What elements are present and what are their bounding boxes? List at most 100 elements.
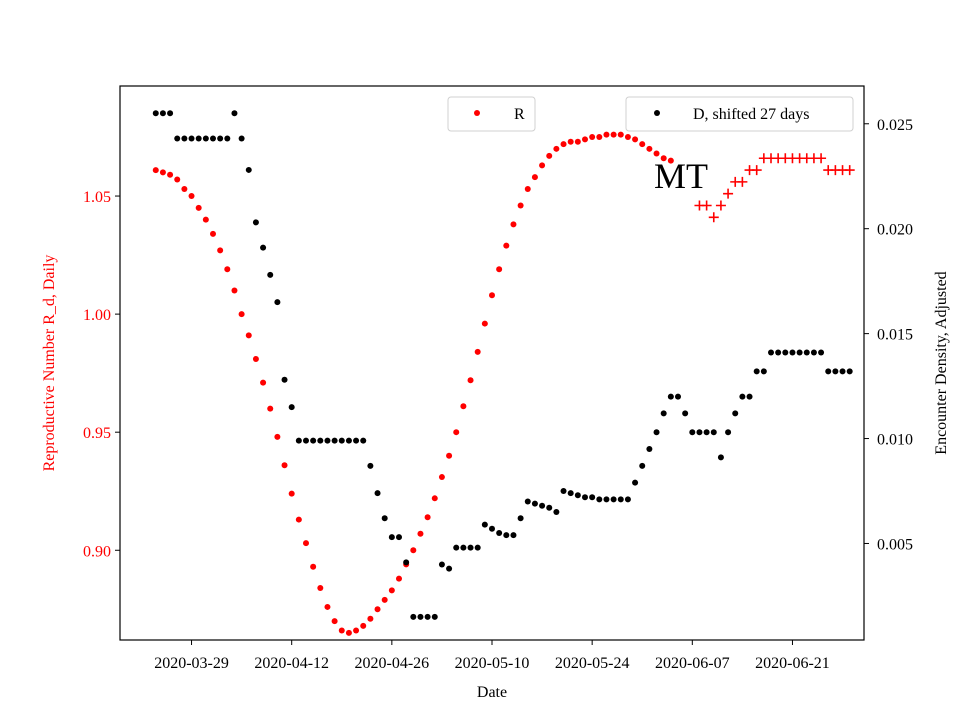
- x-tick-label: 2020-04-12: [254, 655, 329, 672]
- r-point: [567, 138, 574, 145]
- d-point: [195, 135, 202, 142]
- r-point: [431, 495, 438, 502]
- r-point: [195, 204, 202, 211]
- r-point: [224, 266, 231, 273]
- r-point: [560, 141, 567, 148]
- r-plus-marker: [844, 165, 855, 176]
- x-tick-label: 2020-06-21: [755, 655, 830, 672]
- r-point: [260, 379, 267, 386]
- r-point: [460, 403, 467, 410]
- d-point: [174, 135, 181, 142]
- d-point: [760, 368, 767, 375]
- d-point: [675, 393, 681, 400]
- d-point: [453, 544, 460, 551]
- x-tick-label: 2020-05-10: [455, 655, 530, 672]
- r-point: [288, 490, 295, 497]
- d-series: [152, 110, 853, 620]
- d-point: [331, 437, 338, 444]
- left-y-tick-label: 1.05: [83, 189, 111, 206]
- r-point: [360, 622, 367, 629]
- d-point: [496, 529, 503, 536]
- r-point: [152, 167, 159, 174]
- d-point: [717, 454, 724, 461]
- r-point: [217, 247, 224, 254]
- d-point: [217, 135, 224, 142]
- d-point: [589, 494, 596, 501]
- d-point: [188, 135, 195, 142]
- r-point: [660, 155, 667, 162]
- d-point: [603, 496, 610, 503]
- d-point: [410, 613, 417, 620]
- r-plus-marker: [701, 200, 712, 211]
- r-point: [582, 136, 588, 143]
- d-point: [460, 544, 467, 551]
- r-series: [152, 131, 674, 636]
- r-point: [589, 134, 596, 141]
- d-point: [667, 393, 674, 400]
- d-point: [768, 349, 774, 356]
- d-point: [281, 376, 288, 383]
- d-point: [288, 404, 295, 411]
- r-point: [202, 216, 209, 223]
- r-point: [474, 348, 481, 355]
- r-point: [603, 131, 610, 138]
- d-point: [403, 559, 410, 566]
- r-point: [338, 627, 345, 634]
- r-plus-series: [694, 153, 855, 223]
- r-point: [489, 292, 495, 299]
- d-point: [252, 219, 259, 226]
- r-point: [510, 221, 517, 228]
- r-point: [531, 174, 538, 181]
- r-point: [388, 587, 395, 594]
- r-point: [624, 134, 631, 141]
- left-y-tick-label: 0.95: [83, 425, 111, 442]
- legend-r-box: [447, 96, 536, 132]
- r-point: [574, 138, 581, 145]
- r-point: [646, 145, 653, 152]
- d-point: [438, 561, 445, 568]
- r-point: [181, 185, 188, 192]
- r-point: [553, 145, 560, 152]
- x-tick-label: 2020-05-24: [555, 655, 630, 672]
- r-point: [438, 474, 445, 481]
- r-point: [632, 136, 639, 143]
- d-point: [489, 525, 495, 532]
- r-point: [295, 516, 302, 523]
- r-point: [617, 131, 624, 138]
- d-point: [303, 437, 309, 444]
- r-point: [481, 320, 488, 327]
- x-tick-label: 2020-04-26: [355, 655, 430, 672]
- r-point: [317, 585, 324, 592]
- d-point: [596, 496, 603, 503]
- r-point: [517, 202, 524, 209]
- d-point: [431, 613, 438, 620]
- d-point: [367, 462, 374, 469]
- legend-d-box: [625, 96, 854, 132]
- x-tick-label: 2020-06-07: [655, 655, 730, 672]
- d-point: [345, 437, 352, 444]
- d-point: [167, 110, 174, 117]
- r-point: [331, 618, 338, 625]
- d-point: [796, 349, 803, 356]
- plot-frame: [119, 85, 865, 641]
- r-point: [210, 230, 216, 237]
- legend-r: R: [447, 96, 536, 132]
- r-point: [667, 157, 674, 164]
- d-point: [553, 508, 560, 515]
- d-point: [539, 502, 546, 509]
- d-point: [360, 437, 367, 444]
- d-point: [424, 613, 431, 620]
- r-point: [174, 176, 181, 183]
- right-y-tick-label: 0.010: [877, 432, 913, 449]
- d-point: [746, 393, 753, 400]
- r-point: [453, 429, 460, 436]
- d-point: [274, 299, 281, 306]
- chart-annotation: MT: [654, 156, 708, 196]
- d-point: [267, 271, 274, 278]
- plot-area: 2020-03-29 2020-04-12 2020-04-26 2020-05-10…: [83, 85, 913, 672]
- d-point: [782, 349, 789, 356]
- d-point: [739, 393, 746, 400]
- r-point: [267, 405, 274, 412]
- legend-r-marker: [474, 110, 480, 116]
- r-point: [410, 547, 417, 554]
